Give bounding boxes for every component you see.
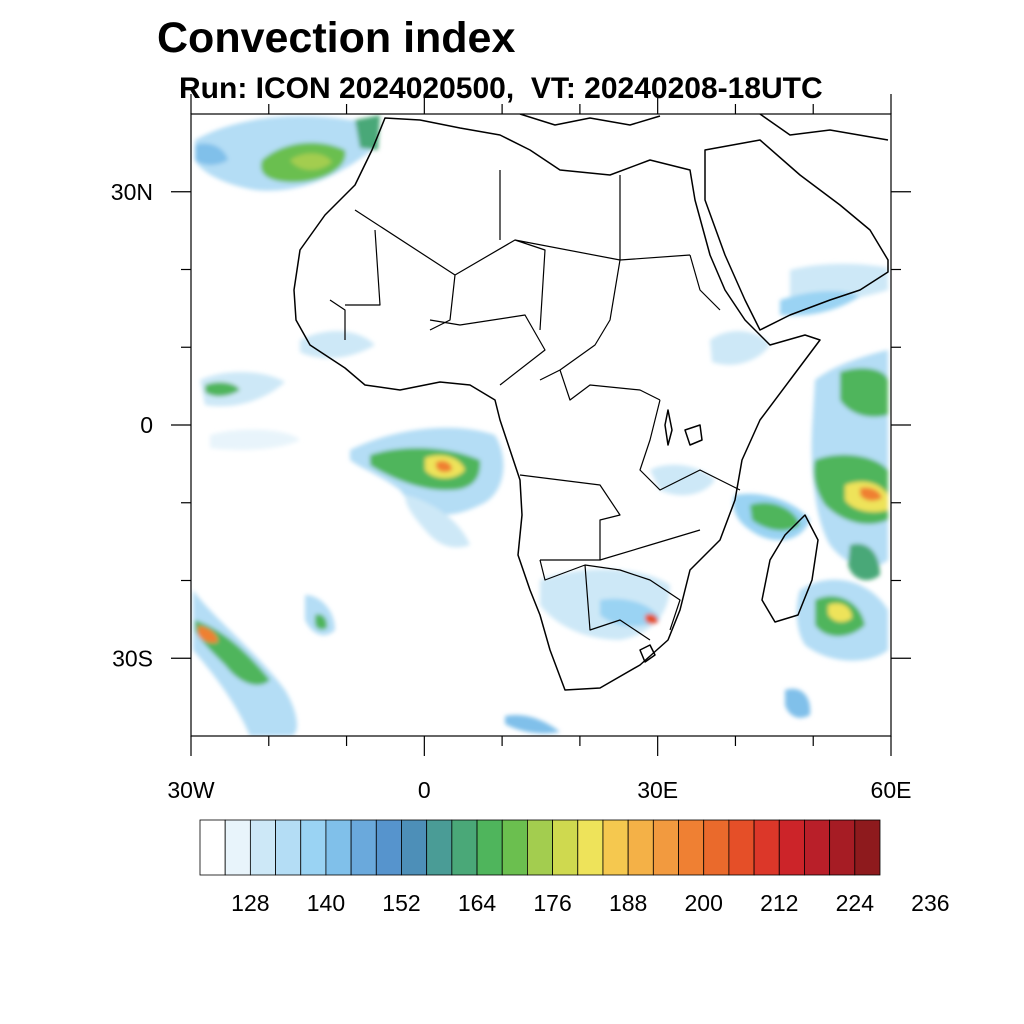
map-title: Convection index [157, 14, 516, 62]
coastlines-borders [293, 114, 889, 691]
colorbar-swatch [753, 819, 780, 876]
colorbar-swatch [401, 819, 428, 876]
colorbar-swatch [577, 819, 604, 876]
colorbar-swatch [476, 819, 503, 876]
colorbar-label: 176 [533, 890, 571, 916]
colorbar-swatch [627, 819, 654, 876]
lon-tick-label: 30W [167, 777, 215, 803]
europe-edge [519, 114, 889, 141]
colorbar-swatch [249, 819, 276, 876]
africa-coastline [293, 117, 821, 691]
colorbar-swatch [451, 819, 478, 876]
colorbar-swatch [199, 819, 226, 876]
colorbar-swatch [854, 819, 881, 876]
colorbar [199, 819, 881, 876]
lat-tick-label: 30S [112, 645, 153, 671]
axis-tick-labels: 30W 0 30E 60E 30N 0 30S [111, 179, 912, 803]
colorbar-swatch [652, 819, 679, 876]
plot-frame [190, 113, 892, 737]
axis-ticks [171, 94, 911, 756]
colorbar-swatch [703, 819, 730, 876]
colorbar-swatch [728, 819, 755, 876]
colorbar-swatch [602, 819, 629, 876]
colorbar-swatch [527, 819, 553, 876]
colorbar-swatch [375, 819, 402, 876]
lat-tick-label: 30N [111, 179, 153, 205]
colorbar-swatch [778, 819, 805, 876]
colorbar-label: 140 [307, 890, 345, 916]
arabia-outline [704, 139, 889, 331]
colorbar-swatch [325, 819, 352, 876]
lon-tick-label: 0 [418, 777, 431, 803]
colorbar-swatch [300, 819, 327, 876]
colorbar-swatch [804, 819, 831, 876]
colorbar-label: 128 [231, 890, 269, 916]
colorbar-label: 212 [760, 890, 798, 916]
colorbar-swatch [678, 819, 705, 876]
colorbar-swatch [501, 819, 528, 876]
colorbar-swatch [426, 819, 453, 876]
colorbar-swatch [829, 819, 856, 876]
colorbar-label: 188 [609, 890, 647, 916]
lon-tick-label: 30E [637, 777, 678, 803]
country-borders [329, 170, 741, 641]
colorbar-swatch [275, 819, 302, 876]
madagascar-outline [761, 514, 819, 623]
colorbar-label: 236 [911, 890, 949, 916]
colorbar-label: 164 [458, 890, 497, 916]
colorbar-label: 200 [685, 890, 723, 916]
colorbar-swatch [224, 819, 251, 876]
colorbar-label: 152 [382, 890, 420, 916]
lon-tick-label: 60E [871, 777, 912, 803]
colorbar-labels: 128 140 152 164 176 188 200 212 224 236 [231, 890, 949, 916]
run-subtitle: Run: ICON 2024020500, VT: 20240208-18UTC [179, 72, 823, 105]
lat-tick-label: 0 [140, 412, 153, 438]
colorbar-label: 224 [836, 890, 875, 916]
colorbar-swatch [350, 819, 377, 876]
convection-field [193, 115, 888, 736]
colorbar-swatch [552, 819, 579, 876]
